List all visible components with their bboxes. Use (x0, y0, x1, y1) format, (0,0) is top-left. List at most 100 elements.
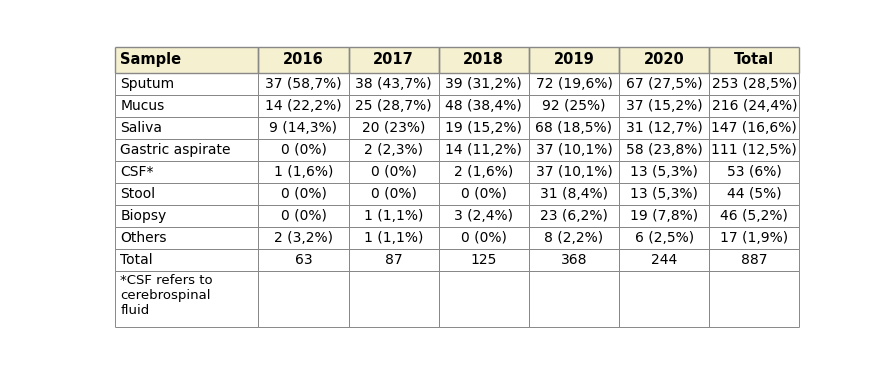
Bar (115, 249, 259, 271)
Text: 92 (25%): 92 (25%) (542, 99, 606, 113)
Text: 0 (0%): 0 (0%) (371, 187, 417, 201)
Bar (439, 227, 529, 249)
Text: 147 (16,6%): 147 (16,6%) (712, 121, 797, 135)
Bar (439, 161, 529, 183)
Text: Total: Total (120, 253, 153, 267)
Bar (529, 117, 619, 139)
Bar (529, 271, 619, 327)
Text: 48 (38,4%): 48 (38,4%) (445, 99, 522, 113)
Text: 1 (1,1%): 1 (1,1%) (364, 209, 424, 223)
Bar (709, 227, 799, 249)
Bar (439, 271, 529, 327)
Text: 39 (31,2%): 39 (31,2%) (445, 77, 522, 91)
Bar (115, 95, 259, 117)
Bar (259, 183, 349, 205)
Text: Mucus: Mucus (120, 99, 165, 113)
Bar (259, 95, 349, 117)
Bar (259, 139, 349, 161)
Text: Biopsy: Biopsy (120, 209, 167, 223)
Bar (115, 205, 259, 227)
Bar (439, 183, 529, 205)
Bar (349, 249, 439, 271)
Bar (259, 46, 349, 73)
Bar (529, 249, 619, 271)
Bar (349, 46, 439, 73)
Text: 253 (28,5%): 253 (28,5%) (712, 77, 797, 91)
Text: 37 (10,1%): 37 (10,1%) (535, 143, 612, 157)
Text: 37 (15,2%): 37 (15,2%) (626, 99, 702, 113)
Text: 17 (1,9%): 17 (1,9%) (720, 231, 789, 245)
Text: 6 (2,5%): 6 (2,5%) (634, 231, 694, 245)
Bar (619, 249, 709, 271)
Bar (349, 139, 439, 161)
Bar (529, 183, 619, 205)
Bar (439, 95, 529, 117)
Text: 0 (0%): 0 (0%) (371, 165, 417, 179)
Text: 31 (12,7%): 31 (12,7%) (625, 121, 703, 135)
Bar (709, 117, 799, 139)
Text: 2 (1,6%): 2 (1,6%) (454, 165, 514, 179)
Bar (709, 73, 799, 95)
Bar (709, 205, 799, 227)
Bar (259, 249, 349, 271)
Text: 887: 887 (741, 253, 767, 267)
Text: 0 (0%): 0 (0%) (280, 187, 326, 201)
Text: 63: 63 (294, 253, 312, 267)
Text: 2017: 2017 (373, 52, 414, 67)
Text: 19 (15,2%): 19 (15,2%) (445, 121, 522, 135)
Text: Saliva: Saliva (120, 121, 162, 135)
Text: 37 (58,7%): 37 (58,7%) (265, 77, 342, 91)
Text: CSF*: CSF* (120, 165, 154, 179)
Bar (259, 73, 349, 95)
Bar (529, 227, 619, 249)
Text: 1 (1,6%): 1 (1,6%) (274, 165, 333, 179)
Text: 0 (0%): 0 (0%) (461, 187, 507, 201)
Bar (529, 139, 619, 161)
Bar (115, 139, 259, 161)
Text: 13 (5,3%): 13 (5,3%) (630, 187, 698, 201)
Text: 1 (1,1%): 1 (1,1%) (364, 231, 424, 245)
Bar (619, 95, 709, 117)
Text: 0 (0%): 0 (0%) (280, 143, 326, 157)
Text: 53 (6%): 53 (6%) (727, 165, 781, 179)
Bar (619, 205, 709, 227)
Text: Sputum: Sputum (120, 77, 175, 91)
Bar (259, 227, 349, 249)
Bar (115, 227, 259, 249)
Bar (709, 183, 799, 205)
Bar (619, 73, 709, 95)
Bar (529, 46, 619, 73)
Text: 0 (0%): 0 (0%) (280, 209, 326, 223)
Text: 44 (5%): 44 (5%) (727, 187, 781, 201)
Text: 0 (0%): 0 (0%) (461, 231, 507, 245)
Bar (709, 95, 799, 117)
Text: 2018: 2018 (463, 52, 504, 67)
Text: 72 (19,6%): 72 (19,6%) (535, 77, 613, 91)
Bar (619, 139, 709, 161)
Text: 244: 244 (651, 253, 677, 267)
Text: 9 (14,3%): 9 (14,3%) (269, 121, 337, 135)
Bar (709, 161, 799, 183)
Text: 20 (23%): 20 (23%) (362, 121, 425, 135)
Bar (259, 161, 349, 183)
Text: 31 (8,4%): 31 (8,4%) (540, 187, 608, 201)
Text: *CSF refers to
cerebrospinal
fluid: *CSF refers to cerebrospinal fluid (120, 275, 213, 317)
Text: 2 (3,2%): 2 (3,2%) (274, 231, 333, 245)
Text: 58 (23,8%): 58 (23,8%) (625, 143, 703, 157)
Bar (529, 161, 619, 183)
Text: 23 (6,2%): 23 (6,2%) (540, 209, 607, 223)
Bar (349, 117, 439, 139)
Text: 14 (22,2%): 14 (22,2%) (265, 99, 342, 113)
Bar (259, 271, 349, 327)
Bar (259, 117, 349, 139)
Bar (529, 95, 619, 117)
Bar (529, 205, 619, 227)
Bar (349, 73, 439, 95)
Text: 67 (27,5%): 67 (27,5%) (626, 77, 702, 91)
Text: 3 (2,4%): 3 (2,4%) (454, 209, 513, 223)
Text: 87: 87 (384, 253, 402, 267)
Text: Sample: Sample (120, 52, 182, 67)
Text: 14 (11,2%): 14 (11,2%) (445, 143, 522, 157)
Text: 46 (5,2%): 46 (5,2%) (721, 209, 789, 223)
Text: Others: Others (120, 231, 167, 245)
